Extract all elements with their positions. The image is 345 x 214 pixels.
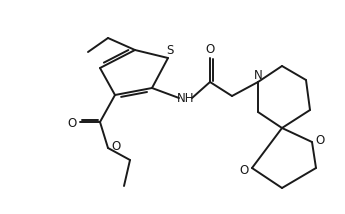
Text: O: O	[111, 140, 121, 153]
Text: O: O	[239, 163, 249, 177]
Text: NH: NH	[177, 92, 195, 104]
Text: N: N	[254, 68, 263, 82]
Text: O: O	[315, 135, 325, 147]
Text: O: O	[205, 43, 215, 55]
Text: O: O	[67, 116, 77, 129]
Text: S: S	[166, 43, 174, 56]
